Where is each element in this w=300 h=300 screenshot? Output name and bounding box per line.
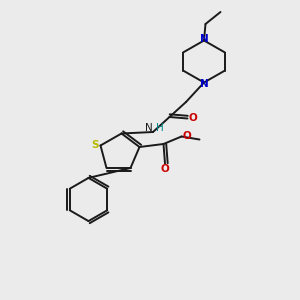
Text: O: O [182, 131, 191, 141]
Text: O: O [188, 113, 197, 123]
Text: N: N [145, 123, 153, 134]
Text: N: N [200, 79, 208, 89]
Text: N: N [200, 34, 208, 44]
Text: S: S [91, 140, 99, 150]
Text: O: O [160, 164, 169, 175]
Text: H: H [156, 123, 164, 134]
